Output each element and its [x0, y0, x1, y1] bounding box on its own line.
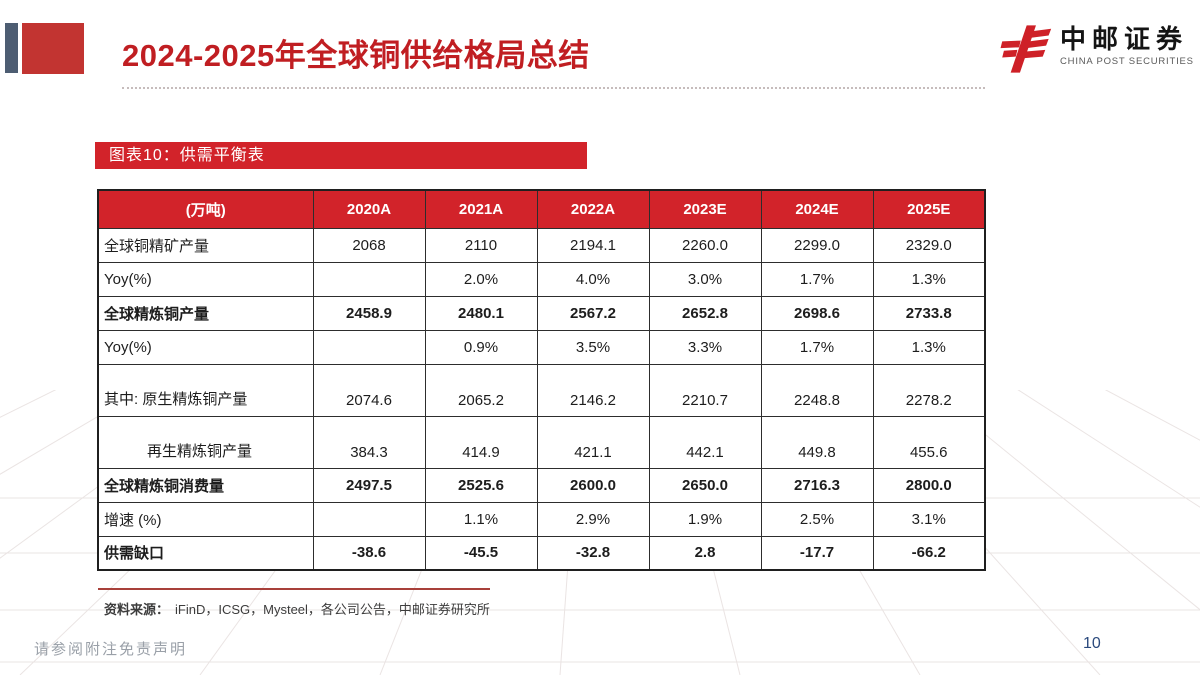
table-cell: 2.9%: [536, 501, 650, 537]
table-cell: [312, 261, 426, 297]
table-cell: 3.1%: [872, 501, 986, 537]
table-cell: 3.5%: [536, 329, 650, 365]
table-cell: 2733.8: [872, 295, 986, 331]
table-header-year: 2020A: [312, 189, 426, 229]
table-cell: 3.3%: [648, 329, 762, 365]
table-cell: 2716.3: [760, 467, 874, 503]
table-header-year: 2022A: [536, 189, 650, 229]
row-label: 增速 (%): [97, 501, 314, 537]
table-cell: 421.1: [536, 415, 650, 469]
row-label: 全球精炼铜产量: [97, 295, 314, 331]
source-line: 资料来源： iFinD，ICSG，Mysteel，各公司公告，中邮证券研究所: [104, 599, 490, 618]
table-row: 全球精炼铜消费量 2497.5 2525.6 2600.0 2650.0 2716.3 28…: [97, 467, 986, 503]
table-cell: 2480.1: [424, 295, 538, 331]
row-label: 全球铜精矿产量: [97, 227, 314, 263]
table-cell: 2194.1: [536, 227, 650, 263]
table-cell: 2497.5: [312, 467, 426, 503]
row-label: 全球精炼铜消费量: [97, 467, 314, 503]
table-cell: 2600.0: [536, 467, 650, 503]
table-cell: 455.6: [872, 415, 986, 469]
table-cell: 1.3%: [872, 329, 986, 365]
source-divider-rule: [98, 588, 490, 590]
table-header-unit: (万吨): [97, 189, 314, 229]
table-cell: 2800.0: [872, 467, 986, 503]
table-row: 全球精炼铜产量 2458.9 2480.1 2567.2 2652.8 2698.6 273…: [97, 295, 986, 331]
figure-caption-bar: 图表10：供需平衡表: [95, 142, 587, 169]
table-cell: 2210.7: [648, 363, 762, 417]
table-row: 其中: 原生精炼铜产量 2074.6 2065.2 2146.2 2210.7 2248.…: [97, 363, 986, 417]
title-divider-dotted: [122, 87, 985, 89]
table-cell: 2068: [312, 227, 426, 263]
table-cell: -32.8: [536, 535, 650, 571]
table-cell: [312, 329, 426, 365]
table-header-year: 2024E: [760, 189, 874, 229]
table-cell: 1.3%: [872, 261, 986, 297]
row-label: 再生精炼铜产量: [97, 415, 314, 469]
table-cell: 2278.2: [872, 363, 986, 417]
footer-disclaimer: 请参阅附注免责声明: [34, 641, 188, 658]
table-row: Yoy(%) 2.0% 4.0% 3.0% 1.7% 1.3%: [97, 261, 986, 297]
header-accent-red-block: [22, 23, 84, 74]
table-cell: 2525.6: [424, 467, 538, 503]
row-label: Yoy(%): [97, 329, 314, 365]
header-accent-slate-bar: [5, 23, 18, 73]
table-header-row: (万吨) 2020A 2021A 2022A 2023E 2024E 2025E: [97, 189, 986, 229]
table-cell: 2074.6: [312, 363, 426, 417]
table-cell: -38.6: [312, 535, 426, 571]
table-cell: 2329.0: [872, 227, 986, 263]
table-cell: 2260.0: [648, 227, 762, 263]
table-header-year: 2023E: [648, 189, 762, 229]
table-cell: 1.9%: [648, 501, 762, 537]
table-row: 再生精炼铜产量 384.3 414.9 421.1 442.1 449.8 455.6: [97, 415, 986, 469]
table-cell: [312, 501, 426, 537]
table-cell: 0.9%: [424, 329, 538, 365]
logo-company-subtitle: CHINA POST SECURITIES: [1060, 56, 1194, 67]
table-cell: 449.8: [760, 415, 874, 469]
logo-text: 中邮证券 CHINA POST SECURITIES: [1060, 22, 1194, 67]
row-label: Yoy(%): [97, 261, 314, 297]
page-title: 2024-2025年全球铜供给格局总结: [122, 38, 590, 73]
table-row: 全球铜精矿产量 2068 2110 2194.1 2260.0 2299.0 2329.0: [97, 227, 986, 263]
table-cell: 2.0%: [424, 261, 538, 297]
table-cell: 2567.2: [536, 295, 650, 331]
table-row: 供需缺口 -38.6 -45.5 -32.8 2.8 -17.7 -66.2: [97, 535, 986, 571]
china-post-emblem-icon: [1000, 25, 1052, 73]
table-cell: 2650.0: [648, 467, 762, 503]
row-label: 其中: 原生精炼铜产量: [97, 363, 314, 417]
table-cell: 2299.0: [760, 227, 874, 263]
table-cell: -66.2: [872, 535, 986, 571]
table-cell: 2146.2: [536, 363, 650, 417]
table-cell: 414.9: [424, 415, 538, 469]
table-cell: 2458.9: [312, 295, 426, 331]
table-cell: 442.1: [648, 415, 762, 469]
logo-company-name: 中邮证券: [1060, 24, 1189, 54]
table-cell: 2.5%: [760, 501, 874, 537]
table-cell: 1.7%: [760, 329, 874, 365]
table-cell: -45.5: [424, 535, 538, 571]
table-cell: 3.0%: [648, 261, 762, 297]
table-cell: 4.0%: [536, 261, 650, 297]
row-label: 供需缺口: [97, 535, 314, 571]
table-cell: 1.7%: [760, 261, 874, 297]
page-number: 10: [1083, 635, 1101, 652]
table-cell: 2.8: [648, 535, 762, 571]
supply-demand-balance-table: (万吨) 2020A 2021A 2022A 2023E 2024E 2025E 全球铜精…: [97, 189, 986, 571]
table-cell: 2110: [424, 227, 538, 263]
source-text: iFinD，ICSG，Mysteel，各公司公告，中邮证券研究所: [175, 602, 490, 617]
table-cell: 384.3: [312, 415, 426, 469]
table-cell: 2248.8: [760, 363, 874, 417]
source-label: 资料来源：: [104, 602, 170, 617]
table-header-year: 2021A: [424, 189, 538, 229]
table-header-year: 2025E: [872, 189, 986, 229]
table-cell: 1.1%: [424, 501, 538, 537]
company-logo: 中邮证券 CHINA POST SECURITIES: [998, 22, 1194, 76]
table-cell: 2652.8: [648, 295, 762, 331]
table-cell: 2065.2: [424, 363, 538, 417]
table-row: 增速 (%) 1.1% 2.9% 1.9% 2.5% 3.1%: [97, 501, 986, 537]
table-cell: 2698.6: [760, 295, 874, 331]
table-row: Yoy(%) 0.9% 3.5% 3.3% 1.7% 1.3%: [97, 329, 986, 365]
table-cell: -17.7: [760, 535, 874, 571]
